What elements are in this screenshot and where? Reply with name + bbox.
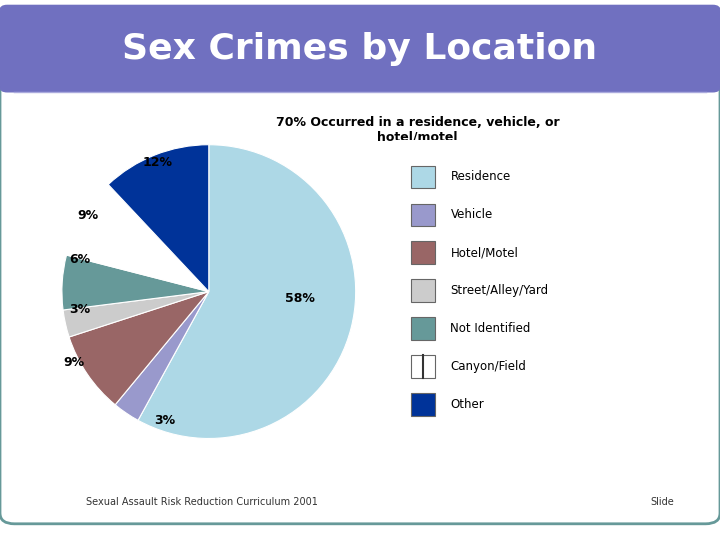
Text: 6%: 6%	[69, 253, 90, 266]
FancyBboxPatch shape	[411, 241, 436, 264]
Text: 70% Occurred in a residence, vehicle, or
hotel/motel: 70% Occurred in a residence, vehicle, or…	[276, 116, 559, 144]
Wedge shape	[66, 185, 209, 292]
Text: 3%: 3%	[154, 414, 175, 427]
Wedge shape	[138, 145, 356, 438]
FancyBboxPatch shape	[411, 204, 436, 226]
Text: 58%: 58%	[285, 293, 315, 306]
Text: Residence: Residence	[451, 171, 510, 184]
Text: 3%: 3%	[69, 303, 90, 316]
Wedge shape	[63, 292, 209, 337]
Text: 9%: 9%	[63, 356, 84, 369]
Wedge shape	[108, 145, 209, 292]
FancyBboxPatch shape	[390, 135, 704, 427]
Text: Not Identified: Not Identified	[451, 322, 531, 335]
Text: Vehicle: Vehicle	[451, 208, 492, 221]
Text: Sex Crimes by Location: Sex Crimes by Location	[122, 32, 598, 65]
FancyBboxPatch shape	[411, 393, 436, 416]
Text: Slide: Slide	[651, 497, 674, 507]
Text: Sexual Assault Risk Reduction Curriculum 2001: Sexual Assault Risk Reduction Curriculum…	[86, 497, 318, 507]
FancyBboxPatch shape	[411, 318, 436, 340]
Wedge shape	[62, 255, 209, 310]
Text: Hotel/Motel: Hotel/Motel	[451, 246, 518, 259]
Wedge shape	[69, 292, 209, 405]
Text: Canyon/Field: Canyon/Field	[451, 360, 526, 373]
Wedge shape	[115, 292, 209, 420]
FancyBboxPatch shape	[0, 76, 720, 524]
Text: Other: Other	[451, 398, 484, 411]
FancyBboxPatch shape	[0, 5, 720, 92]
FancyBboxPatch shape	[411, 166, 436, 188]
Text: 12%: 12%	[143, 156, 172, 169]
FancyBboxPatch shape	[411, 279, 436, 302]
Text: 9%: 9%	[78, 209, 99, 222]
FancyBboxPatch shape	[411, 355, 436, 377]
Text: Street/Alley/Yard: Street/Alley/Yard	[451, 284, 549, 297]
